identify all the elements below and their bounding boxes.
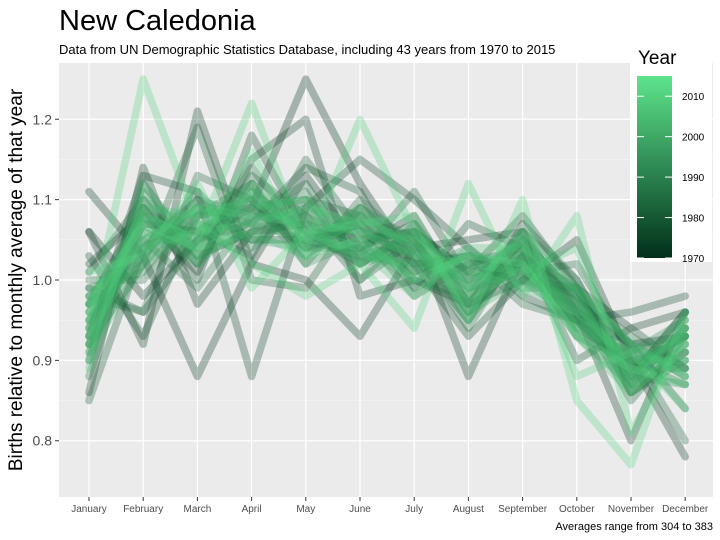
x-tick-label: May <box>296 504 315 515</box>
x-tick-label: September <box>498 504 548 515</box>
x-tick-label: October <box>559 504 595 515</box>
series-line-2011 <box>85 179 689 469</box>
y-tick-label: 1.2 <box>33 111 53 127</box>
legend-tick-label: 1990 <box>682 173 705 184</box>
legend-ticks: 1970 1980 1990 2000 2010 <box>637 92 705 265</box>
series-line-1991 <box>85 187 689 357</box>
series-line-1997 <box>85 195 689 397</box>
y-axis: 0.8 0.9 1.0 1.1 1.2 <box>33 111 59 449</box>
grid-minor <box>59 159 713 401</box>
x-tick-label: August <box>453 504 484 515</box>
series-line-2002 <box>85 179 689 373</box>
series-line-1995 <box>85 203 689 373</box>
series-line-2003 <box>85 195 689 373</box>
series-line-1980 <box>85 123 689 381</box>
series-line-1988 <box>85 187 689 381</box>
series-line-1984 <box>85 179 689 381</box>
series-line-1979 <box>85 187 689 413</box>
series-line-1981 <box>85 171 689 389</box>
series-line-2009 <box>85 99 689 413</box>
series-lines <box>85 75 689 469</box>
series-line-1999 <box>85 187 689 381</box>
series-line-1983 <box>85 171 689 445</box>
series-line-2000 <box>85 211 689 381</box>
series-line-1985 <box>85 179 689 373</box>
series-line-1977 <box>85 131 689 397</box>
legend-colorbar <box>637 76 672 258</box>
series-line-2007 <box>85 179 689 381</box>
legend-tick-label: 2000 <box>682 133 705 144</box>
chart-title: New Caledonia <box>59 5 257 37</box>
x-axis: January February March April May June July Augu… <box>71 497 709 515</box>
x-tick-label: February <box>123 504 163 515</box>
series-line-1971 <box>85 171 689 461</box>
series-line-1998 <box>85 203 689 365</box>
series-line-2001 <box>85 203 689 389</box>
series-line-1972 <box>85 163 689 397</box>
series-line-1987 <box>85 163 689 389</box>
series-line-1974 <box>85 115 689 373</box>
x-tick-label: June <box>349 504 371 515</box>
series-line-1975 <box>85 155 689 381</box>
series-line-1976 <box>85 203 689 389</box>
y-tick-label: 0.8 <box>33 433 53 449</box>
series-line-1986 <box>85 179 689 365</box>
x-tick-label: December <box>662 504 709 515</box>
series-line-1978 <box>85 163 689 373</box>
y-tick-label: 1.1 <box>33 192 53 208</box>
x-tick-label: March <box>184 504 212 515</box>
x-tick-label: November <box>608 504 655 515</box>
series-line-2006 <box>85 203 689 397</box>
y-tick-label: 1.0 <box>33 272 53 288</box>
series-line-1992 <box>85 211 689 389</box>
series-line-2012 <box>85 147 689 389</box>
series-line-1970 <box>85 75 689 349</box>
legend-tick-label: 1970 <box>682 254 705 265</box>
series-line-1990 <box>85 187 689 397</box>
series-line-1994 <box>85 195 689 389</box>
series-line-2008 <box>85 203 689 389</box>
x-tick-label: January <box>71 504 107 515</box>
series-line-2004 <box>85 211 689 381</box>
series-line-1973 <box>85 107 689 445</box>
series-line-1982 <box>85 155 689 405</box>
legend: Year 1970 1980 1990 2000 2010 <box>630 40 712 265</box>
series-line-2005 <box>85 195 689 365</box>
x-tick-label: July <box>405 504 423 515</box>
x-tick-label: April <box>242 504 262 515</box>
y-tick-label: 0.9 <box>33 352 53 368</box>
y-axis-label: Births relative to monthly average of th… <box>6 88 27 471</box>
chart-caption: Averages range from 304 to 383 <box>555 521 713 533</box>
legend-title: Year <box>638 48 677 69</box>
series-line-1989 <box>85 195 689 373</box>
chart-subtitle: Data from UN Demographic Statistics Data… <box>59 42 555 57</box>
legend-tick-label: 2010 <box>682 92 705 103</box>
series-line-1993 <box>85 179 689 365</box>
legend-tick-label: 1980 <box>682 214 705 225</box>
series-line-1996 <box>85 195 689 357</box>
series-line-2010 <box>85 75 689 437</box>
grid-major <box>59 63 713 497</box>
